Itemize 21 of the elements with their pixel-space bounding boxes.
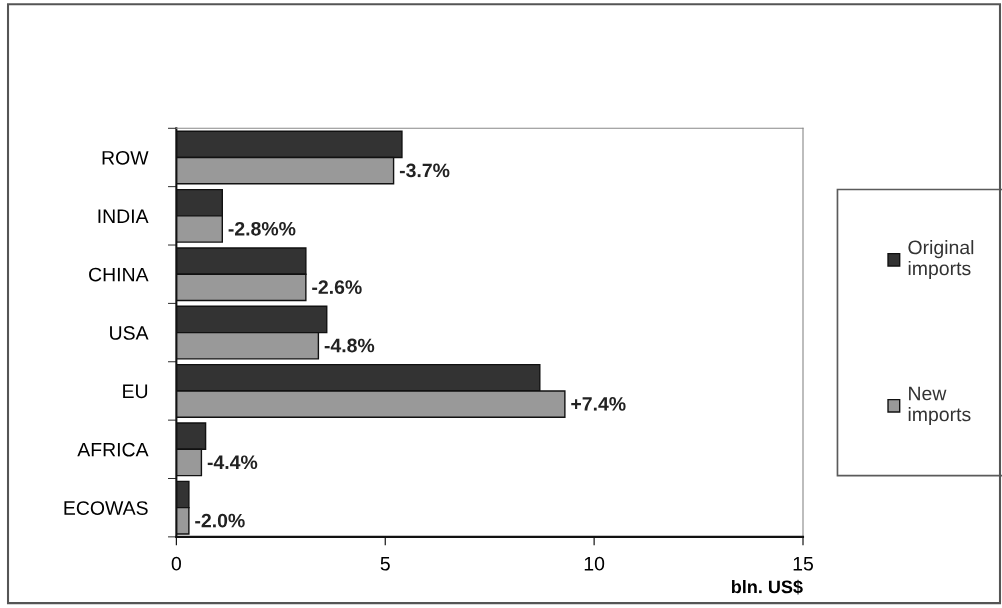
x-tick-label: 10 [584,556,605,571]
y-tick-label: CHINA [89,267,149,282]
annotation: -3.7% [399,163,450,178]
x-axis-title: bln. US$ [731,579,803,595]
annotation: -2.6% [312,280,362,295]
legend-label: New imports [908,386,971,426]
y-tick-label: EU [123,384,148,399]
y-tick-label: ECOWAS [64,501,148,515]
x-tick-label: 15 [793,557,813,571]
annotation: +7.4% [571,397,626,411]
y-tick-label: USA [110,326,149,340]
legend-label: Original imports [908,240,974,280]
annotation: -2.8%% [228,221,296,236]
y-tick-label: AFRICA [77,442,149,457]
annotation: -2.0% [195,513,245,528]
y-tick-label: ROW [102,150,149,165]
x-tick-label: 0 [171,556,181,571]
annotation: -4.8% [324,338,375,353]
annotation: -4.4% [207,455,258,470]
x-tick-label: 5 [380,557,390,571]
y-tick-label: INDIA [98,209,149,223]
